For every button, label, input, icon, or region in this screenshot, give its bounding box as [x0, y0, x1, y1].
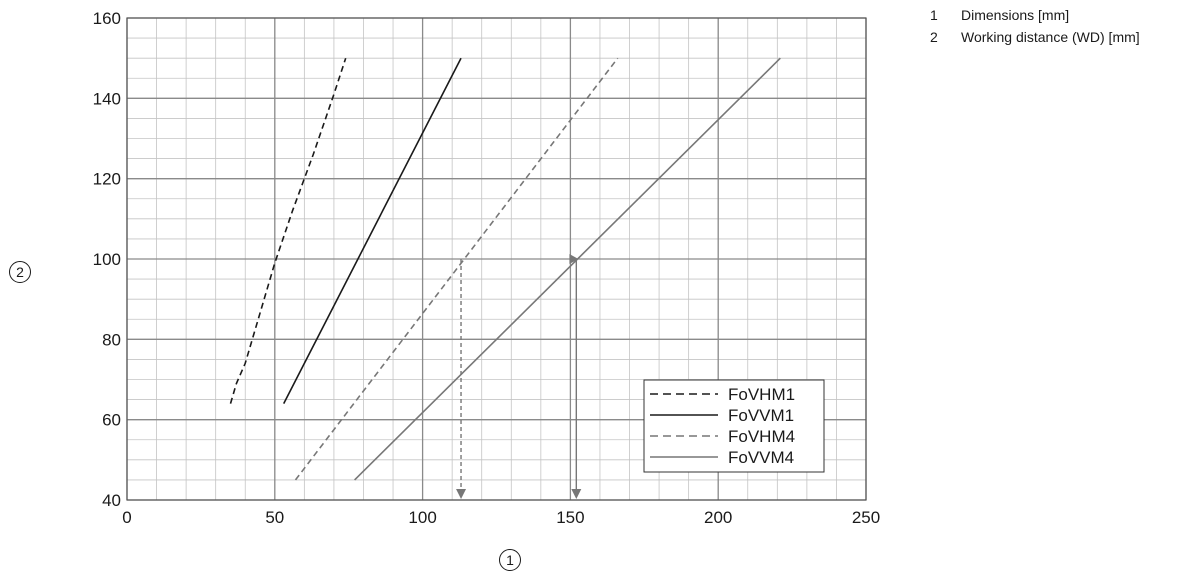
y-axis-label: 2 — [16, 264, 24, 280]
key-list: 1 Dimensions [mm] 2 Working distance (WD… — [930, 4, 1140, 48]
key-label: Dimensions [mm] — [961, 7, 1070, 23]
key-number: 2 — [930, 29, 938, 45]
y-tick-label: 100 — [93, 250, 121, 269]
legend-entry: FoVHM1 — [728, 385, 795, 404]
x-tick-label: 0 — [122, 508, 131, 527]
key-item: 1 Dimensions [mm] — [930, 4, 1140, 26]
arrow-head — [456, 489, 467, 499]
series-line-fovvm1 — [282, 57, 462, 404]
y-tick-label: 120 — [93, 170, 121, 189]
y-tick-label: 60 — [102, 411, 121, 430]
key-item: 2 Working distance (WD) [mm] — [930, 26, 1140, 48]
x-axis-label-marker: 1 — [499, 549, 521, 571]
y-tick-label: 160 — [93, 9, 121, 28]
legend-entry: FoVHM4 — [728, 427, 795, 446]
series-line-fovhm4 — [294, 57, 619, 481]
arrow-head — [571, 489, 582, 499]
x-axis-label: 1 — [506, 552, 514, 568]
x-tick-label: 100 — [408, 508, 436, 527]
legend: FoVHM1 FoVVM1 FoVHM4 FoVVM4 — [643, 379, 825, 473]
key-number: 1 — [930, 7, 938, 23]
key-label: Working distance (WD) [mm] — [961, 29, 1140, 45]
x-tick-label: 250 — [852, 508, 880, 527]
y-tick-label: 40 — [102, 491, 121, 510]
legend-entry: FoVVM4 — [728, 448, 794, 467]
y-tick-label: 140 — [93, 89, 121, 108]
legend-entry: FoVVM1 — [728, 406, 794, 425]
y-axis: 40 60 80 100 120 140 160 — [93, 9, 121, 510]
series-layer — [229, 57, 781, 481]
y-axis-label-marker: 2 — [9, 261, 31, 283]
x-axis: 0 50 100 150 200 250 — [122, 508, 880, 527]
series-line-fovhm1 — [229, 57, 347, 404]
x-tick-label: 150 — [556, 508, 584, 527]
x-tick-label: 200 — [704, 508, 732, 527]
y-tick-label: 80 — [102, 330, 121, 349]
x-tick-label: 50 — [265, 508, 284, 527]
annotations-layer — [456, 254, 582, 499]
series-line-fovvm4 — [354, 57, 781, 481]
marker-arrow — [569, 254, 579, 264]
plot-frame — [126, 17, 867, 501]
